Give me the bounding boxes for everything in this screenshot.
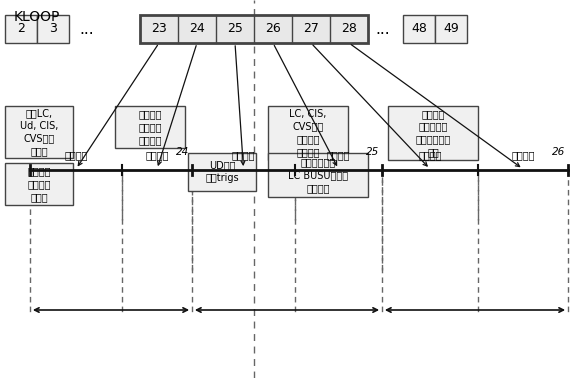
- Text: 核心计算: 核心计算: [145, 150, 169, 160]
- Text: 元件更新: 元件更新: [64, 150, 88, 160]
- Text: 26: 26: [552, 147, 565, 157]
- Text: KLOOP: KLOOP: [14, 10, 60, 24]
- Text: 将收到的
新数据放
到总线上: 将收到的 新数据放 到总线上: [138, 109, 162, 145]
- Bar: [5, 163, 73, 205]
- Bar: [268, 106, 348, 160]
- Text: 49: 49: [443, 23, 459, 36]
- Text: LC, CIS,
CVS更新
仿真参数
进行计算: LC, CIS, CVS更新 仿真参数 进行计算: [290, 109, 327, 157]
- Text: 24: 24: [176, 147, 189, 157]
- Text: 48: 48: [411, 23, 427, 36]
- Bar: [268, 153, 368, 197]
- Text: ...: ...: [80, 22, 94, 37]
- Text: 核心计算: 核心计算: [512, 150, 535, 160]
- Bar: [388, 106, 478, 160]
- Bar: [37, 15, 69, 43]
- Bar: [403, 15, 435, 43]
- Text: 27: 27: [303, 23, 319, 36]
- Text: 25: 25: [227, 23, 243, 36]
- Text: 26: 26: [265, 23, 281, 36]
- Text: 3: 3: [49, 23, 57, 36]
- Bar: [188, 153, 256, 191]
- Text: 元件更新: 元件更新: [232, 150, 255, 160]
- Text: 收到LC,
Ud, CIS,
CVS等相
关信号: 收到LC, Ud, CIS, CVS等相 关信号: [20, 108, 58, 156]
- Text: 接口模块
数据组帧，
通过光纤模块
发出: 接口模块 数据组帧， 通过光纤模块 发出: [416, 109, 451, 157]
- Text: 通过总线读取
LC BUSU和其他
仿真参数: 通过总线读取 LC BUSU和其他 仿真参数: [288, 157, 348, 193]
- Text: ...: ...: [376, 22, 390, 37]
- Text: 2: 2: [17, 23, 25, 36]
- Text: 23: 23: [151, 23, 167, 36]
- Bar: [140, 15, 368, 43]
- Text: 24: 24: [189, 23, 205, 36]
- Text: UD更新
计算trigs: UD更新 计算trigs: [205, 161, 239, 183]
- Text: 未收到新
数据，发
送提醒: 未收到新 数据，发 送提醒: [27, 166, 51, 202]
- Bar: [5, 15, 37, 43]
- Bar: [5, 106, 73, 158]
- Text: 28: 28: [341, 23, 357, 36]
- Text: 核心计算: 核心计算: [327, 150, 350, 160]
- Bar: [115, 106, 185, 148]
- Text: 25: 25: [366, 147, 379, 157]
- Text: 元件更新: 元件更新: [418, 150, 442, 160]
- Bar: [435, 15, 467, 43]
